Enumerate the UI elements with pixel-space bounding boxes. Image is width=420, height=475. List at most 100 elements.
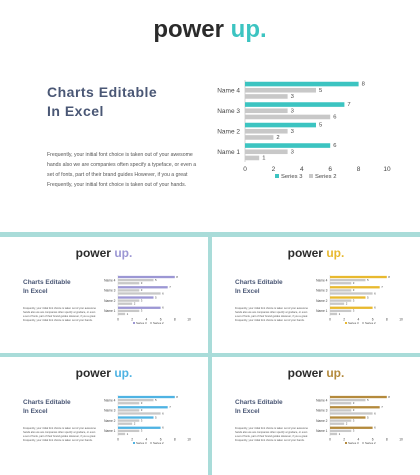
- data-label: 3: [291, 94, 294, 100]
- bar: [245, 94, 288, 99]
- data-label: 3: [141, 298, 143, 302]
- category-label: Name 1: [316, 429, 328, 433]
- heading-line1: Charts Editable: [23, 279, 71, 286]
- logo-accent: up: [326, 246, 341, 260]
- heading-line2: In Excel: [23, 288, 48, 295]
- chart-svg: Name 1 6 3 1 Name 2 5 3 2 Name 3 7 3 6 Name 4 8 5 3 0 2 4 6…: [217, 80, 391, 180]
- category-label: Name 1: [217, 149, 240, 156]
- tick-label: 4: [300, 166, 304, 173]
- data-label: 7: [381, 405, 383, 409]
- tick-label: 0: [117, 318, 119, 322]
- bar: [330, 299, 352, 302]
- bar: [118, 402, 140, 405]
- tick-label: 8: [386, 318, 388, 322]
- data-label: 3: [353, 401, 355, 405]
- tick-label: 10: [187, 318, 191, 322]
- bar: [330, 406, 380, 409]
- legend-swatch: [150, 442, 152, 444]
- bar: [330, 422, 345, 425]
- data-label: 6: [333, 143, 336, 149]
- bar-chart: Name 1 6 3 1 Name 2 5 3 2 Name 3 7 3 6 Name 4 8 5 3 0 2 4 6…: [310, 274, 410, 330]
- tick-label: 4: [357, 438, 359, 442]
- thumbnail-slide-sky[interactable]: power up. Charts Editable In Excel Frequ…: [0, 357, 208, 475]
- tick-label: 2: [272, 166, 276, 173]
- bar: [118, 312, 126, 316]
- data-label: 8: [388, 395, 390, 399]
- data-label: 5: [155, 415, 157, 419]
- tick-label: 0: [243, 166, 247, 173]
- tick-label: 2: [343, 438, 345, 442]
- tick-label: 2: [131, 318, 133, 322]
- logo: power up.: [0, 366, 208, 380]
- legend-swatch: [362, 442, 364, 444]
- bar: [245, 102, 345, 107]
- slide-heading: Charts Editable In Excel: [47, 83, 157, 121]
- tick-label: 6: [328, 166, 332, 173]
- data-label: 8: [176, 395, 178, 399]
- tick-label: 8: [386, 438, 388, 442]
- data-label: 7: [347, 102, 350, 108]
- bar: [330, 302, 345, 305]
- bar: [330, 309, 352, 313]
- tick-label: 10: [399, 438, 403, 442]
- logo-dot: .: [341, 366, 345, 380]
- data-label: 3: [353, 429, 355, 433]
- data-label: 6: [374, 306, 376, 310]
- data-label: 6: [162, 426, 164, 430]
- category-label: Name 4: [104, 278, 116, 282]
- bar: [245, 122, 316, 128]
- legend-swatch: [150, 322, 152, 324]
- legend-label: Series 2: [365, 441, 376, 445]
- logo-dot: .: [260, 16, 267, 43]
- data-label: 3: [353, 298, 355, 302]
- tick-label: 10: [383, 166, 391, 173]
- data-label: 6: [374, 291, 376, 295]
- body-text: Frequently, your initial font choice is …: [235, 427, 308, 442]
- bar: [330, 416, 366, 419]
- bar: [118, 426, 161, 429]
- legend-label: Series 3: [136, 321, 147, 325]
- bar-chart: Name 1 6 3 1 Name 2 5 3 2 Name 3 7 3 6 Name 4 8 5 3 0 2 4 6…: [98, 394, 198, 450]
- category-label: Name 1: [316, 309, 328, 313]
- bar: [330, 432, 338, 436]
- bar: [118, 422, 133, 425]
- bar: [118, 412, 161, 415]
- thumbnail-slide-bronze[interactable]: power up. Charts Editable In Excel Frequ…: [212, 357, 420, 475]
- category-label: Name 4: [104, 398, 116, 402]
- bar: [245, 87, 316, 93]
- tick-label: 2: [343, 318, 345, 322]
- tick-label: 0: [329, 438, 331, 442]
- data-label: 6: [374, 426, 376, 430]
- body-text: Frequently, your initial font choice is …: [23, 427, 96, 442]
- bar: [245, 128, 288, 134]
- slide-heading: Charts Editable In Excel: [23, 398, 71, 416]
- data-label: 5: [155, 278, 157, 282]
- category-label: Name 2: [217, 129, 240, 136]
- tick-label: 6: [160, 438, 162, 442]
- bar: [330, 296, 366, 299]
- bar: [118, 409, 140, 412]
- data-label: 5: [367, 278, 369, 282]
- category-label: Name 3: [104, 409, 116, 413]
- bar: [118, 286, 168, 289]
- logo-dot: .: [129, 366, 133, 380]
- legend-label: Series 3: [348, 321, 359, 325]
- bar: [118, 395, 175, 399]
- bar: [245, 108, 288, 114]
- bar: [330, 426, 373, 429]
- logo-dot: .: [129, 246, 133, 260]
- data-label: 3: [353, 288, 355, 292]
- bar: [118, 432, 126, 436]
- bar: [118, 289, 140, 292]
- bar: [330, 289, 352, 292]
- thumbnail-slide-yellow[interactable]: power up. Charts Editable In Excel Frequ…: [212, 237, 420, 353]
- thumbnail-slide-purple[interactable]: power up. Charts Editable In Excel Frequ…: [0, 237, 208, 353]
- slide-heading: Charts Editable In Excel: [23, 278, 71, 296]
- data-label: 3: [353, 281, 355, 285]
- data-label: 6: [333, 115, 336, 121]
- bar: [118, 302, 133, 305]
- data-label: 3: [291, 149, 294, 155]
- data-label: 3: [141, 309, 143, 313]
- bar: [330, 286, 380, 289]
- data-label: 8: [176, 275, 178, 279]
